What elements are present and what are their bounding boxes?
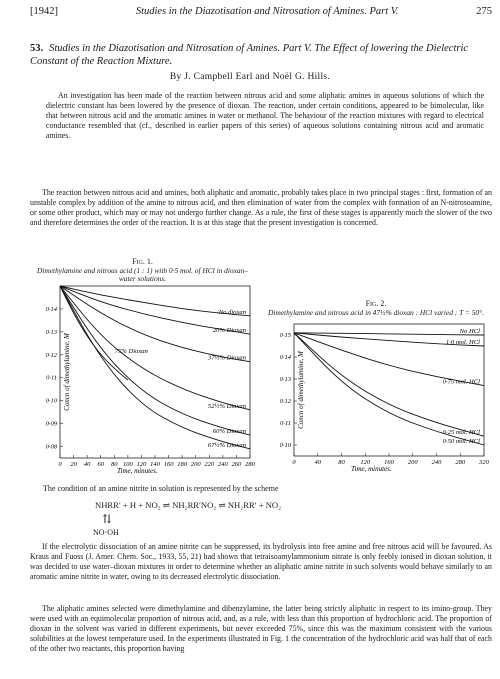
series-label: 75% Dioxan (115, 348, 149, 355)
article-number: 53. (30, 43, 44, 54)
header-year: [1942] (30, 6, 58, 17)
y-tick-label: 0·11 (46, 375, 57, 382)
series-line (59, 285, 129, 381)
x-tick-label: 0 (292, 459, 296, 466)
series-line (59, 285, 251, 317)
header-title: Studies in the Diazotisation and Nitrosa… (135, 6, 399, 17)
series-line (293, 332, 485, 437)
y-axis-label: Concn of dimethylamine, M (63, 332, 71, 411)
y-tick-label: 0·15 (280, 332, 292, 339)
series-label: 37½% Dioxan (207, 355, 247, 362)
figure-1-caption: Fig. 1. Dimethylamine and nitrous acid (… (30, 257, 255, 284)
article-title-block: 53. Studies in the Diazotisation and Nitr… (30, 42, 492, 68)
x-tick-label: 0 (58, 461, 62, 468)
x-tick-label: 200 (191, 461, 202, 468)
x-tick-label: 120 (137, 461, 148, 468)
reaction-scheme: NHRR′ + H + NO₂ ⇌ NH₂RR′NO₂ ⇌ NH₂RR′ + N… (95, 500, 282, 510)
y-tick-label: 0·13 (280, 376, 292, 383)
y-tick-label: 0·13 (46, 329, 58, 336)
y-axis-label: Concn of dimethylamine, M (297, 350, 305, 429)
series-line (293, 332, 485, 446)
series-line (59, 285, 251, 436)
x-tick-label: 160 (164, 461, 175, 468)
x-tick-label: 40 (315, 459, 322, 466)
series-line (293, 332, 485, 347)
scheme-intro: The condition of an amine nitrite in sol… (43, 484, 279, 493)
x-tick-label: 80 (338, 459, 345, 466)
paragraph-dissociation: If the electrolytic dissociation of an a… (30, 542, 492, 582)
series-label: 1·0 mol. HCl (446, 339, 480, 346)
series-label: 0·75 mol. HCl (443, 379, 481, 386)
x-tick-label: 80 (111, 461, 118, 468)
paragraph-amines: The aliphatic amines selected were dimet… (30, 604, 492, 654)
x-tick-label: 140 (150, 461, 161, 468)
series-line (59, 285, 251, 450)
paragraph-intro: The reaction between nitrous acid and am… (30, 188, 492, 228)
x-tick-label: 260 (232, 461, 243, 468)
header-page-number: 275 (476, 6, 492, 17)
y-tick-label: 0·10 (46, 398, 58, 405)
x-tick-label: 120 (360, 459, 371, 466)
x-axis-label: Time, minutes. (351, 465, 392, 473)
y-tick-label: 0·14 (46, 306, 58, 313)
x-tick-label: 240 (218, 461, 229, 468)
x-tick-label: 280 (245, 461, 256, 468)
series-line (293, 332, 485, 387)
figure-2-caption: Fig. 2. Dimethylamine and nitrous acid i… (262, 299, 490, 317)
x-tick-label: 60 (97, 461, 104, 468)
x-tick-label: 180 (177, 461, 188, 468)
series-label: No dioxan (218, 309, 247, 316)
series-line (59, 285, 251, 363)
figure-2-chart: 0 40 80 120 160 200 240 280 320 0·10 0·11 0·12 0·13 0… (280, 323, 490, 473)
abstract: An investigation has been made of the re… (46, 91, 484, 141)
x-tick-label: 320 (478, 459, 490, 466)
figure-2-number: Fig. 2. (365, 299, 387, 308)
series-label: 60% Dioxan (213, 428, 247, 435)
x-tick-label: 20 (70, 461, 77, 468)
series-label: No HCl (459, 328, 481, 335)
figure-1-number: Fig. 1. (132, 257, 153, 266)
series-line (59, 285, 251, 411)
x-tick-label: 220 (204, 461, 215, 468)
running-header: [1942] Studies in the Diazotisation and … (30, 6, 492, 17)
series-label: 52½% Dioxan (208, 403, 247, 410)
series-line (293, 332, 485, 336)
authors: By J. Campbell Earl and Noël G. Hills. (169, 72, 331, 82)
series-label: 20% Dioxan (213, 327, 247, 334)
y-tick-label: 0·10 (280, 442, 292, 449)
x-tick-label: 100 (123, 461, 134, 468)
figure-2-caption-text: Dimethylamine and nitrous acid in 47½% d… (268, 307, 484, 317)
series-label: 0·25 mol. HCl (443, 429, 481, 436)
y-tick-label: 0·12 (280, 398, 292, 405)
figure-1-caption-text: Dimethylamine and nitrous acid (1 : 1) w… (37, 265, 248, 284)
series-label: 67½% Dioxan (208, 442, 247, 449)
y-tick-label: 0·08 (46, 444, 58, 451)
y-tick-label: 0·14 (280, 354, 292, 361)
x-tick-label: 40 (84, 461, 91, 468)
figure-1-chart: 0 20 40 60 80 100 120 140 160 180 200 220 240 260 280 0… (46, 285, 256, 475)
series-line (59, 285, 251, 335)
equilibrium-arrow-icon: ⇅ (102, 512, 113, 526)
y-tick-label: 0·11 (280, 420, 291, 427)
x-tick-label: 160 (384, 459, 395, 466)
reaction-scheme-product: NO·OH (93, 528, 119, 537)
y-tick-label: 0·09 (46, 421, 58, 428)
article-title: Studies in the Diazotisation and Nitrosa… (30, 43, 469, 67)
y-tick-label: 0·12 (46, 352, 58, 359)
x-axis-label: Time, minutes. (117, 467, 158, 475)
x-tick-label: 200 (408, 459, 419, 466)
series-label: 0·50 mol. HCl (443, 438, 481, 445)
x-tick-label: 280 (455, 459, 466, 466)
x-tick-label: 240 (432, 459, 443, 466)
